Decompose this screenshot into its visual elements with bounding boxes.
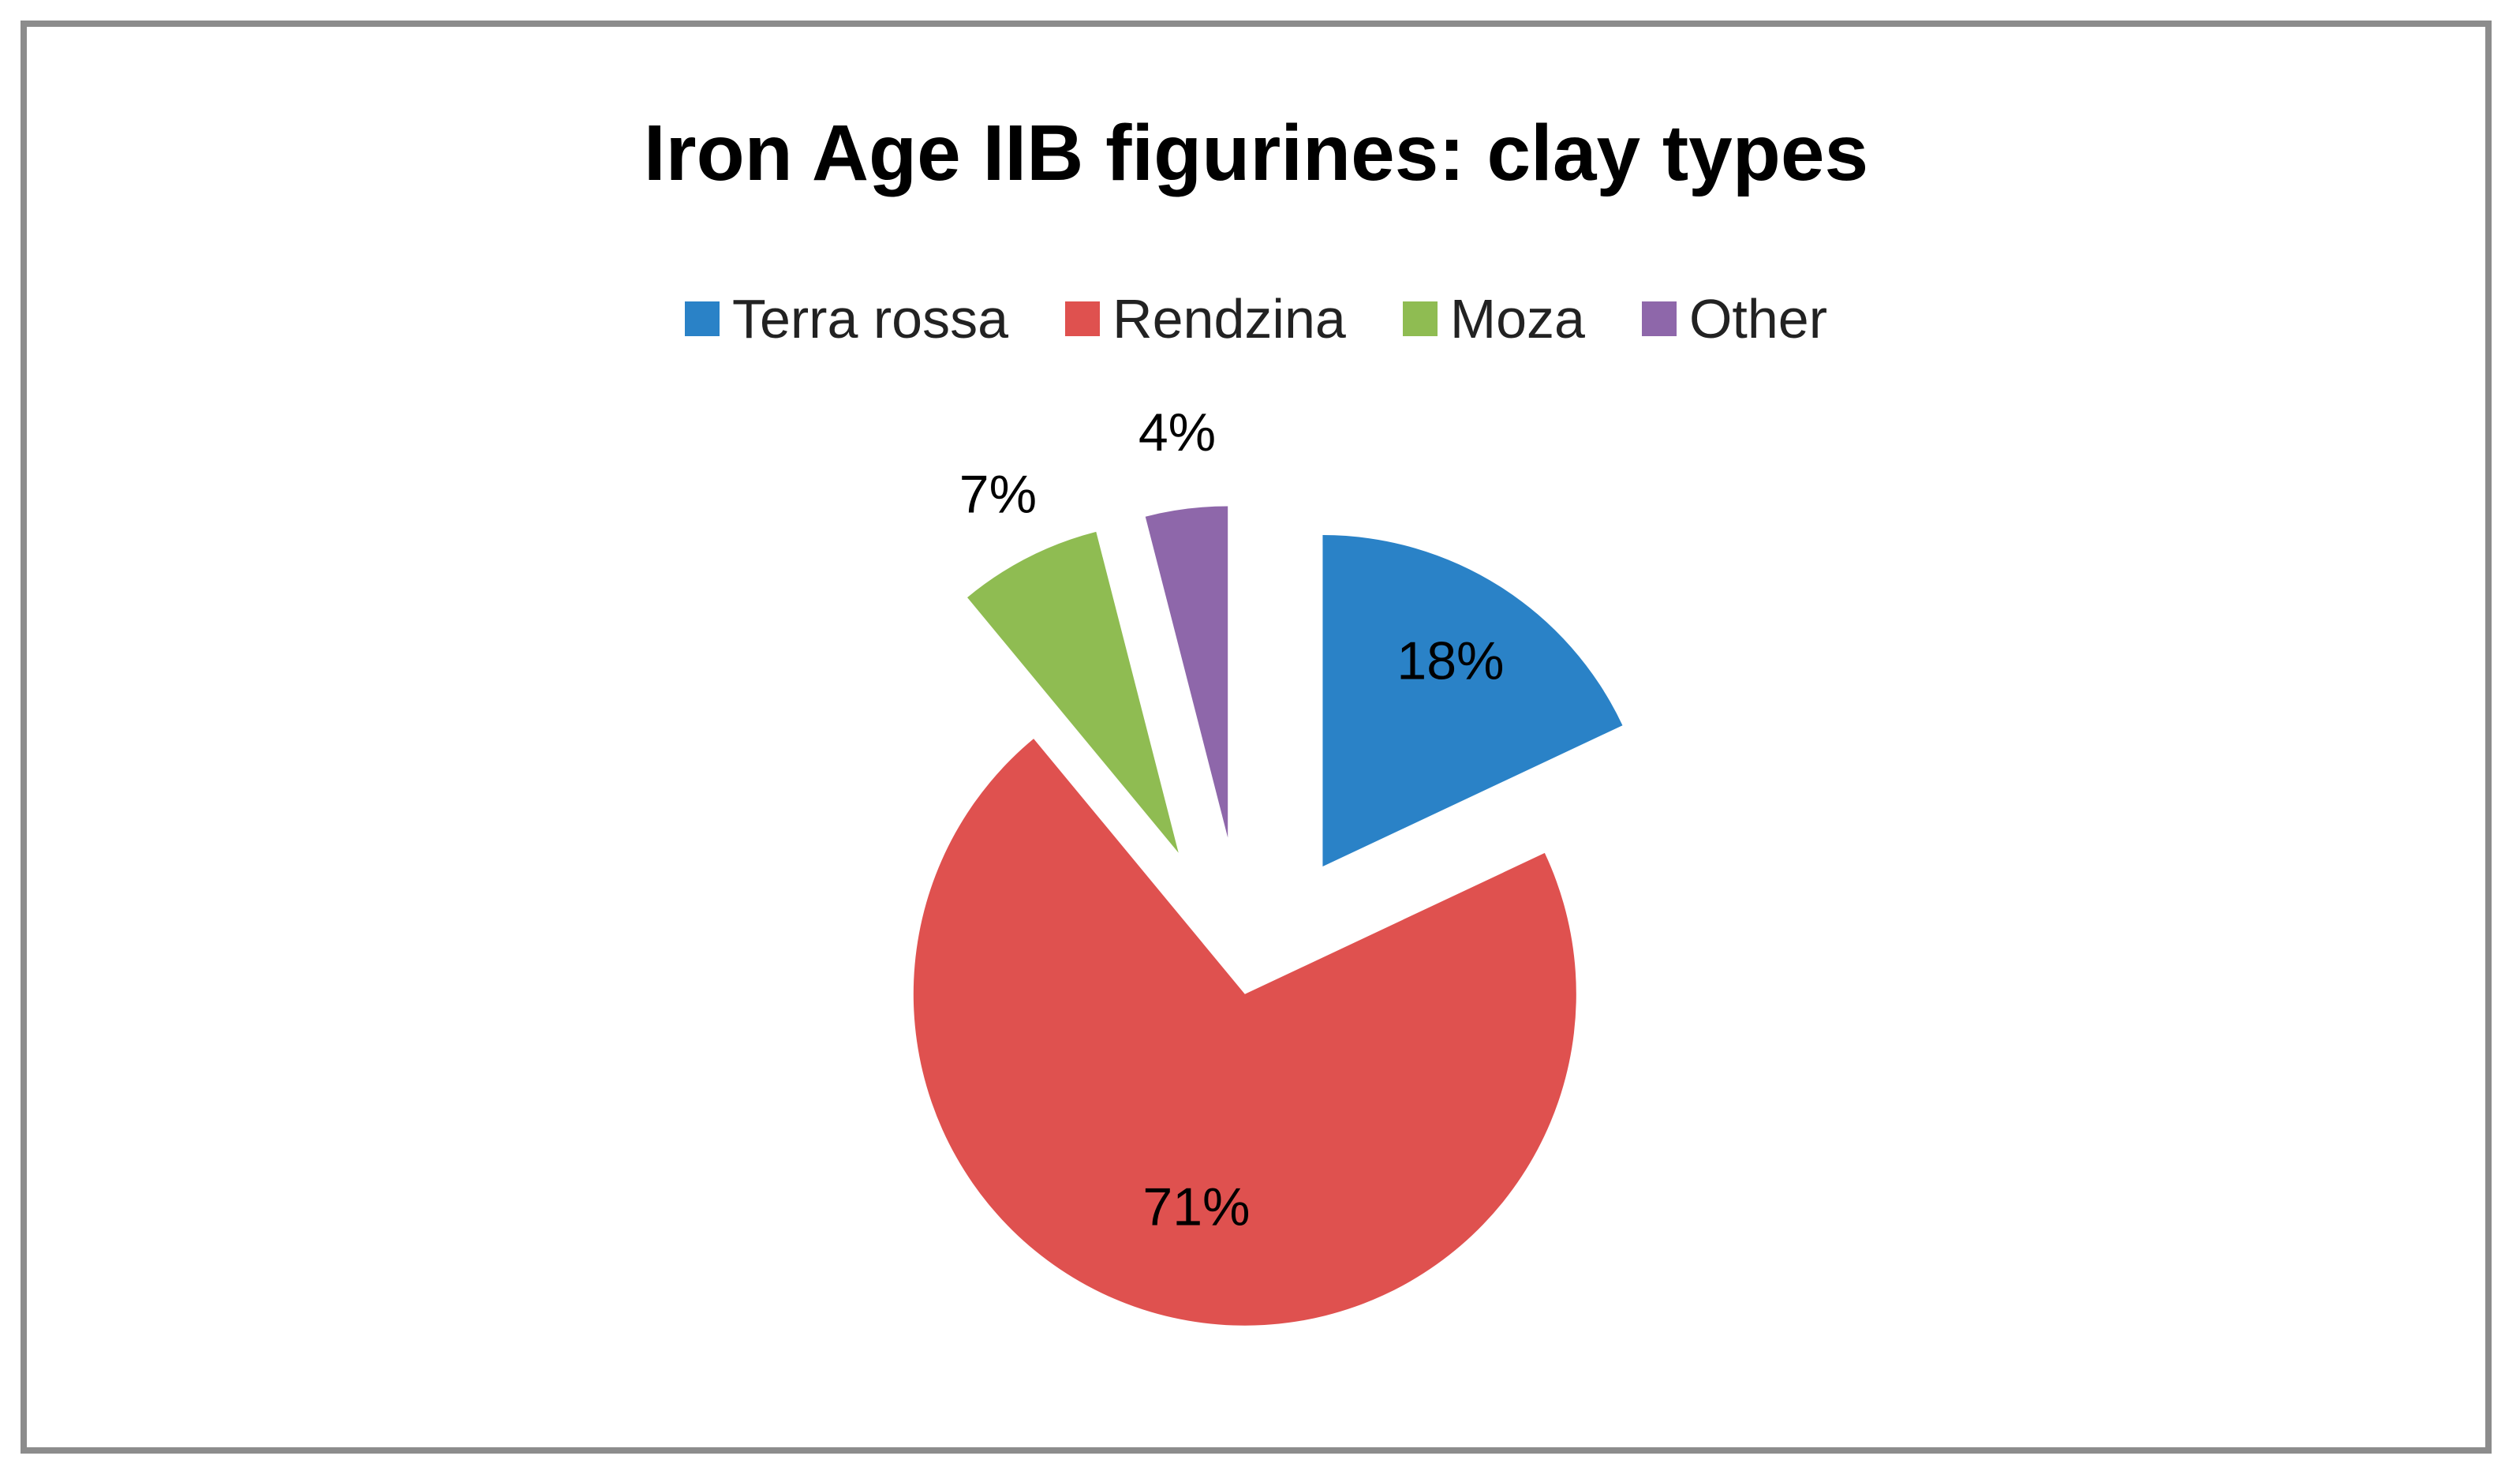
legend-label-moza: Moza <box>1449 288 1585 350</box>
legend-item-other: Other <box>1641 287 1828 350</box>
chart-title: Iron Age IIB figurines: clay types <box>643 109 1869 197</box>
pie-slice-terra-rossa <box>1322 535 1623 867</box>
legend-swatch-rendzina <box>1065 301 1101 336</box>
pie-slice-moza <box>967 531 1179 853</box>
data-label-moza: 7% <box>959 465 1037 525</box>
legend-swatch-moza <box>1402 301 1438 336</box>
data-label-terra-rossa: 18% <box>1396 631 1504 691</box>
data-label-rendzina: 71% <box>1142 1177 1250 1237</box>
legend-label-terra-rossa: Terra rossa <box>731 288 1009 350</box>
legend-swatch-other <box>1641 301 1677 336</box>
data-label-other: 4% <box>1138 402 1216 462</box>
chart-legend: Terra rossa Rendzina Moza Other <box>27 287 2485 350</box>
legend-label-other: Other <box>1688 288 1828 350</box>
pie-slice-other <box>1145 506 1228 838</box>
legend-label-rendzina: Rendzina <box>1112 288 1346 350</box>
legend-swatch-terra-rossa <box>684 301 720 336</box>
legend-item-terra-rossa: Terra rossa <box>684 287 1009 350</box>
legend-item-moza: Moza <box>1402 287 1585 350</box>
legend-item-rendzina: Rendzina <box>1065 287 1346 350</box>
pie-slice-rendzina <box>913 739 1576 1326</box>
